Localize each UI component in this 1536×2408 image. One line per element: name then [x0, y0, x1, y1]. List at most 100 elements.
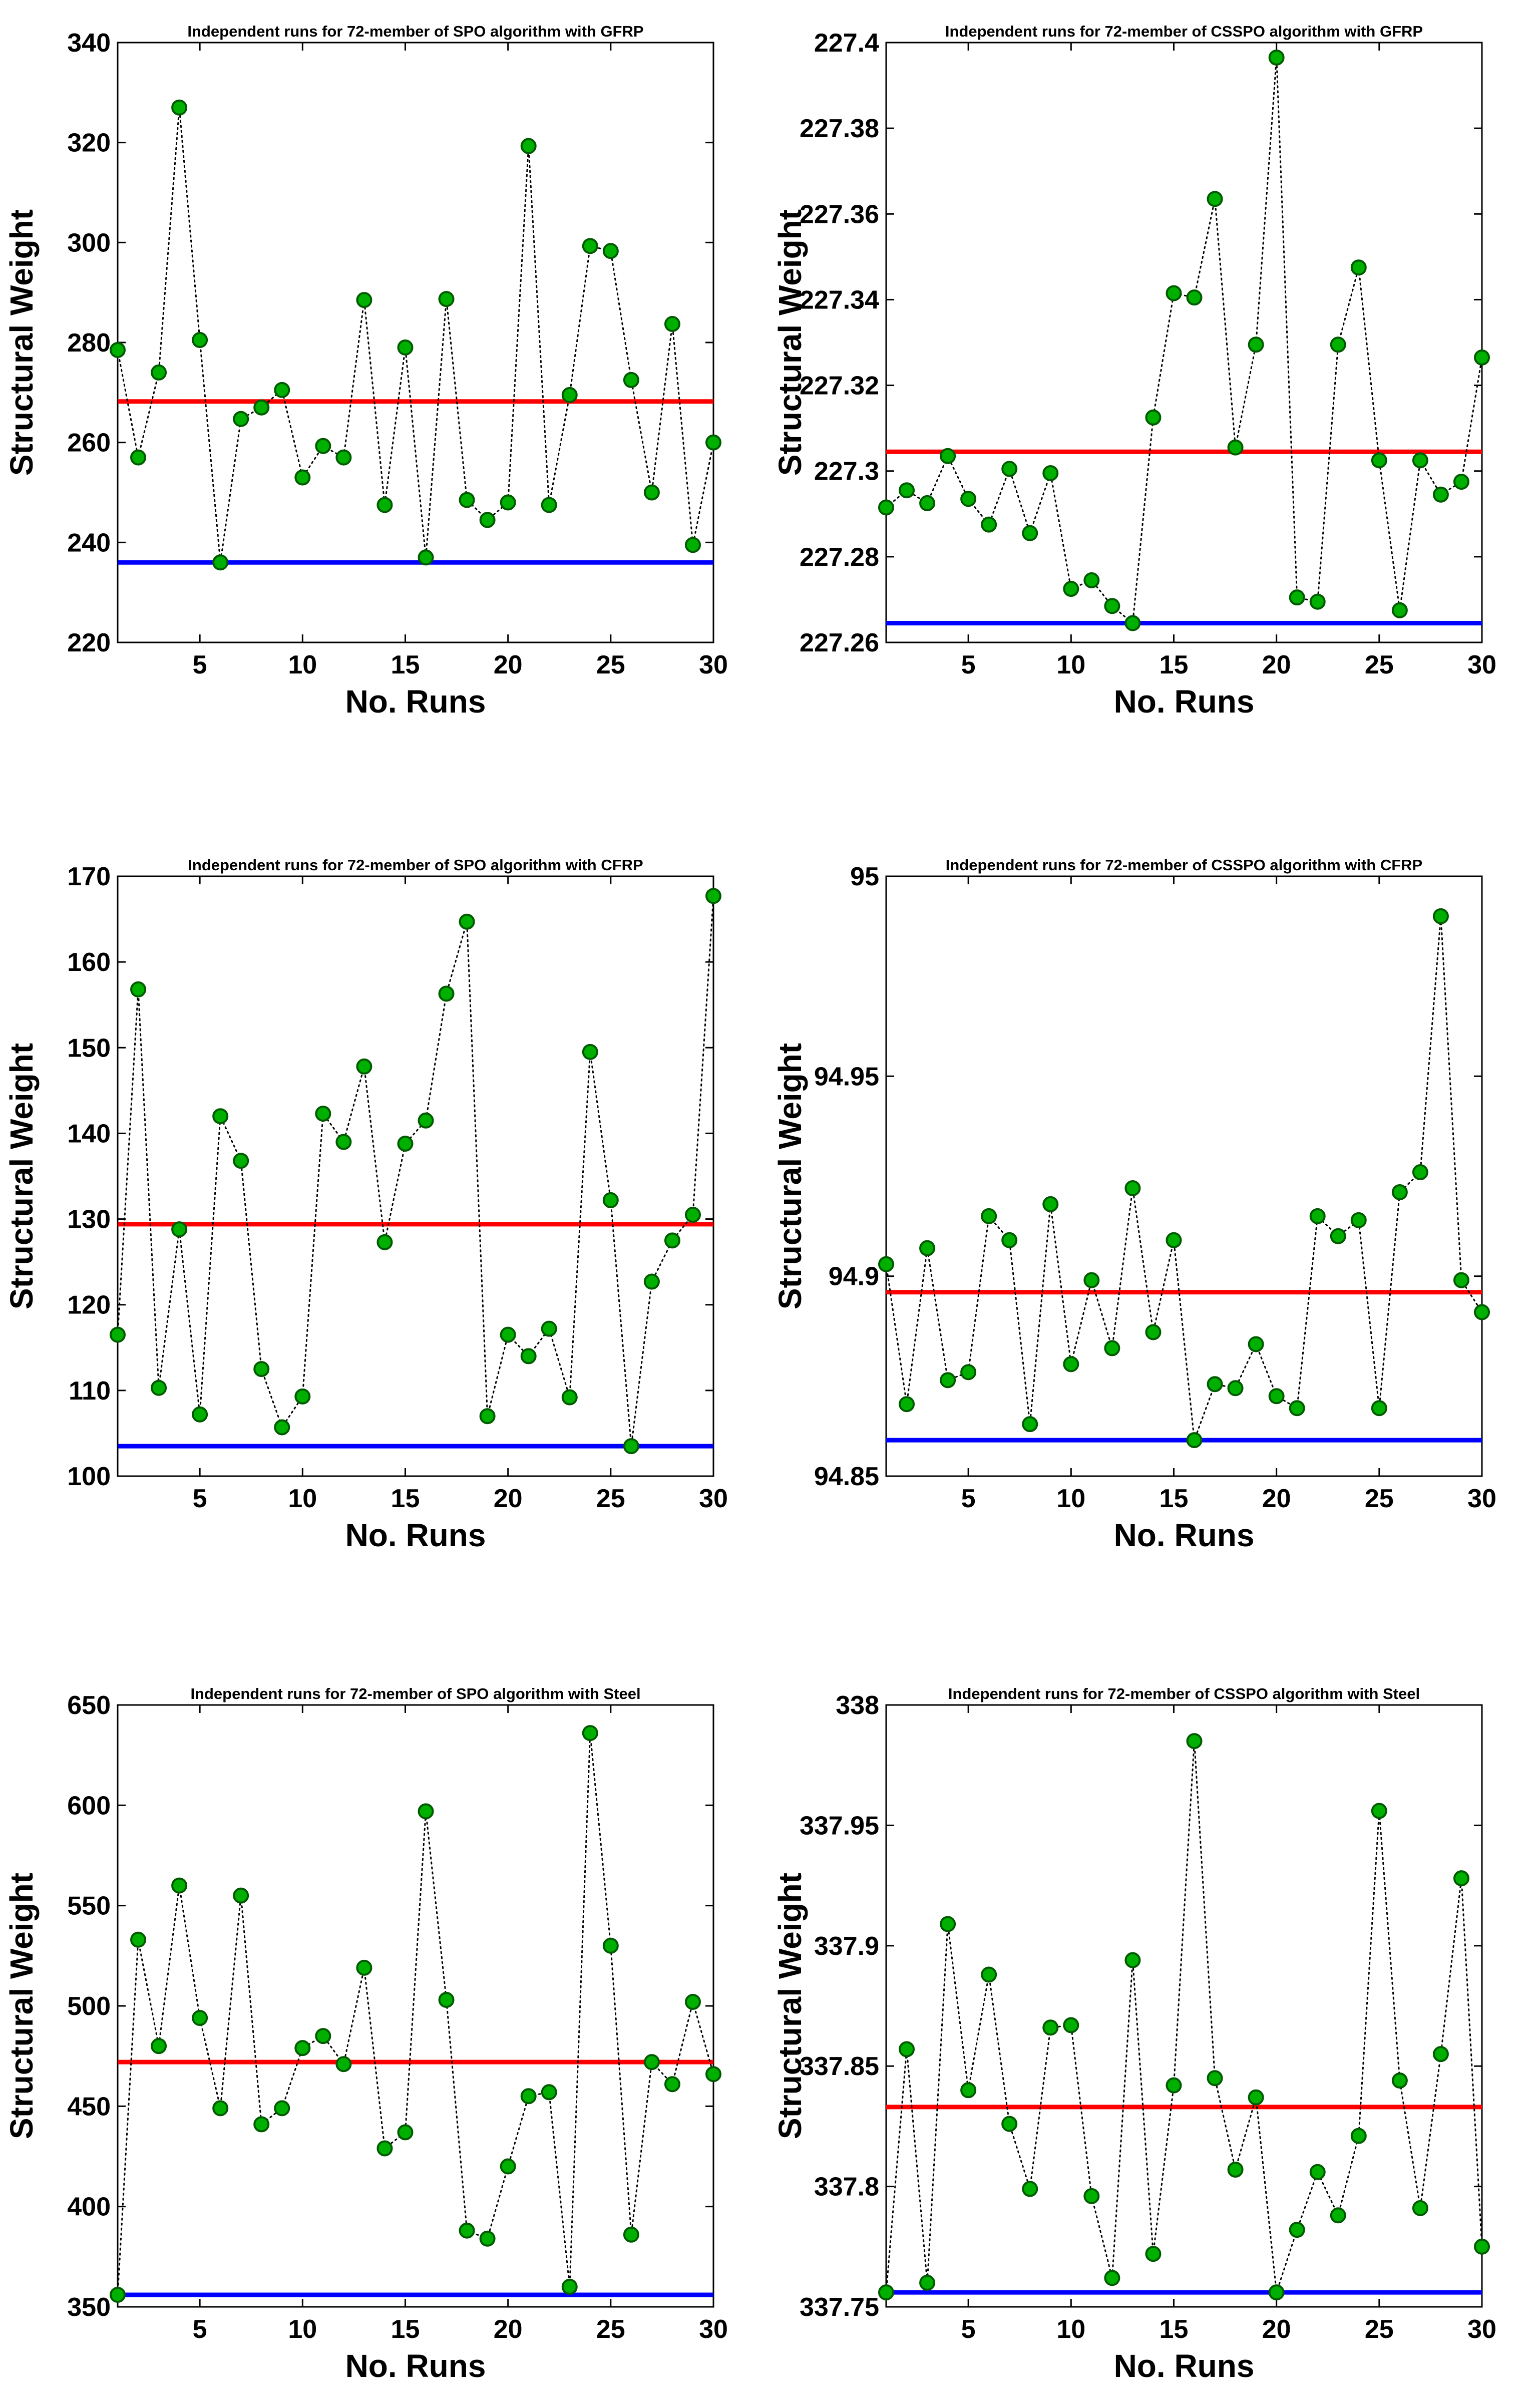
x-tick-label: 25: [596, 2315, 625, 2344]
y-tick-label: 95: [850, 862, 879, 891]
data-point: [1350, 1212, 1367, 1228]
x-tick-label: 5: [193, 1484, 207, 1513]
data-point: [438, 1991, 455, 2008]
data-point: [1083, 1272, 1100, 1288]
x-tick-label: 10: [1056, 650, 1085, 679]
data-point: [479, 512, 496, 528]
chart-panel-2: Independent runs for 72-member of CSSPO …: [772, 23, 1496, 720]
data-point: [1371, 452, 1387, 469]
data-point: [294, 2040, 311, 2056]
data-point: [1063, 1356, 1079, 1372]
data-point: [500, 1326, 516, 1343]
y-axis-label: Structural Weight: [772, 1043, 808, 1309]
data-point: [582, 238, 598, 254]
y-tick-label: 340: [67, 29, 111, 58]
data-point: [878, 499, 894, 516]
data-point: [171, 1221, 188, 1238]
data-point: [1042, 465, 1059, 481]
data-point: [960, 1364, 977, 1381]
chart-panel-5: Independent runs for 72-member of SPO al…: [4, 1685, 728, 2384]
data-point: [919, 2274, 936, 2291]
data-point: [1001, 461, 1018, 477]
series-line: [885, 1741, 1483, 2293]
series-line: [117, 1733, 714, 2296]
x-tick-label: 30: [1467, 1484, 1496, 1513]
x-tick-label: 15: [1160, 650, 1189, 679]
data-point: [561, 2278, 578, 2295]
x-axis-label: No. Runs: [345, 683, 486, 720]
x-tick-label: 25: [596, 1484, 625, 1513]
x-tick-label: 5: [961, 1484, 976, 1513]
data-point: [1391, 2073, 1408, 2089]
y-tick-label: 227.34: [800, 285, 879, 314]
data-point: [643, 484, 660, 501]
data-point: [623, 1438, 639, 1455]
data-point: [1350, 2128, 1367, 2144]
x-tick-label: 25: [596, 650, 625, 679]
y-tick-label: 300: [67, 228, 111, 257]
chart-panel-1: Independent runs for 72-member of SPO al…: [4, 23, 728, 720]
data-point: [940, 448, 956, 464]
data-point: [274, 1419, 290, 1436]
data-point: [981, 1208, 997, 1224]
data-point: [623, 372, 639, 388]
data-point: [130, 1931, 147, 1948]
y-axis-label: Structural Weight: [772, 1873, 808, 2139]
data-point: [582, 1725, 598, 1742]
data-point: [1083, 2188, 1100, 2204]
y-tick-label: 227.28: [800, 543, 879, 572]
data-point: [315, 1106, 331, 1122]
x-tick-label: 30: [1467, 650, 1496, 679]
plot-frame: [117, 875, 714, 1477]
data-point: [1063, 2017, 1079, 2033]
data-point: [1104, 2270, 1120, 2286]
data-point: [981, 516, 997, 533]
data-point: [335, 449, 352, 466]
data-point: [110, 2286, 126, 2303]
y-tick-label: 500: [67, 1992, 111, 2021]
data-point: [1166, 285, 1182, 301]
data-point: [1412, 452, 1428, 469]
y-tick-label: 400: [67, 2193, 111, 2222]
x-tick-label: 5: [961, 2315, 976, 2344]
data-point: [1350, 259, 1367, 276]
data-point: [899, 1396, 915, 1413]
y-tick-label: 110: [69, 1377, 111, 1406]
data-point: [1207, 1376, 1223, 1393]
data-point: [1145, 1324, 1162, 1340]
x-tick-label: 25: [1365, 2315, 1394, 2344]
y-tick-label: 550: [67, 1892, 111, 1921]
data-point: [541, 1320, 557, 1337]
data-point: [459, 492, 475, 508]
data-point: [438, 985, 455, 1002]
data-point: [981, 1966, 997, 1983]
data-point: [151, 364, 167, 381]
data-point: [1330, 1228, 1346, 1244]
data-point: [1474, 1304, 1490, 1320]
data-point: [1330, 2207, 1346, 2224]
x-tick-label: 10: [1056, 1484, 1085, 1513]
x-tick-label: 20: [494, 650, 523, 679]
data-point: [520, 1348, 537, 1364]
x-tick-label: 15: [391, 1484, 420, 1513]
data-point: [1474, 349, 1490, 366]
data-point: [110, 1326, 126, 1343]
data-point: [1268, 2284, 1285, 2301]
data-point: [1186, 289, 1203, 306]
data-point: [1289, 589, 1305, 606]
series-line: [117, 895, 714, 1447]
x-tick-label: 25: [1365, 1484, 1394, 1513]
data-point: [1391, 602, 1408, 618]
data-point: [1330, 336, 1346, 353]
x-tick-label: 20: [1262, 1484, 1291, 1513]
data-point: [212, 2100, 229, 2117]
y-tick-label: 227.4: [814, 29, 879, 58]
data-point: [1063, 581, 1079, 597]
data-point: [1268, 49, 1285, 66]
data-point: [438, 291, 455, 307]
y-tick-label: 130: [67, 1205, 111, 1234]
data-point: [376, 1234, 393, 1250]
data-point: [335, 1134, 352, 1150]
data-point: [919, 495, 936, 511]
